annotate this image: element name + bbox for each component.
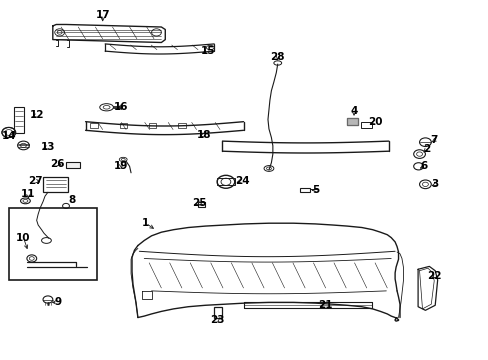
Text: 16: 16	[114, 102, 128, 112]
Text: 17: 17	[95, 10, 110, 20]
Bar	[66, 162, 80, 168]
Bar	[9, 208, 97, 280]
Bar	[214, 307, 221, 318]
Bar	[300, 188, 309, 192]
Text: 6: 6	[420, 161, 427, 171]
Text: 3: 3	[431, 179, 438, 189]
Text: 12: 12	[29, 110, 44, 120]
Text: 15: 15	[200, 46, 215, 56]
Text: 1: 1	[142, 218, 149, 228]
Bar	[14, 107, 24, 133]
Text: 14: 14	[1, 131, 16, 141]
Text: 23: 23	[210, 315, 224, 325]
Text: 13: 13	[41, 142, 55, 152]
Bar	[90, 123, 98, 128]
Bar	[120, 123, 127, 128]
Text: 28: 28	[270, 52, 285, 62]
Bar	[178, 123, 185, 128]
Text: 19: 19	[114, 161, 128, 171]
Text: 4: 4	[349, 106, 357, 116]
Text: 8: 8	[69, 195, 76, 205]
Bar	[43, 177, 68, 192]
Bar	[149, 123, 156, 128]
Bar	[346, 118, 357, 125]
Text: 25: 25	[192, 198, 206, 208]
Text: 2: 2	[422, 144, 429, 154]
Bar	[360, 122, 371, 128]
Text: 26: 26	[50, 159, 65, 169]
Bar	[217, 178, 234, 185]
Text: 27: 27	[28, 176, 42, 186]
Text: 20: 20	[367, 117, 382, 127]
Text: 24: 24	[234, 176, 249, 186]
Text: 18: 18	[197, 130, 211, 140]
Text: 21: 21	[317, 300, 332, 310]
Text: 7: 7	[429, 135, 437, 145]
Bar	[197, 202, 204, 207]
Text: 9: 9	[54, 297, 61, 307]
Text: 11: 11	[21, 189, 36, 199]
Text: 10: 10	[16, 233, 31, 243]
Text: 22: 22	[426, 271, 441, 282]
Text: 5: 5	[311, 185, 318, 195]
Polygon shape	[346, 118, 357, 125]
